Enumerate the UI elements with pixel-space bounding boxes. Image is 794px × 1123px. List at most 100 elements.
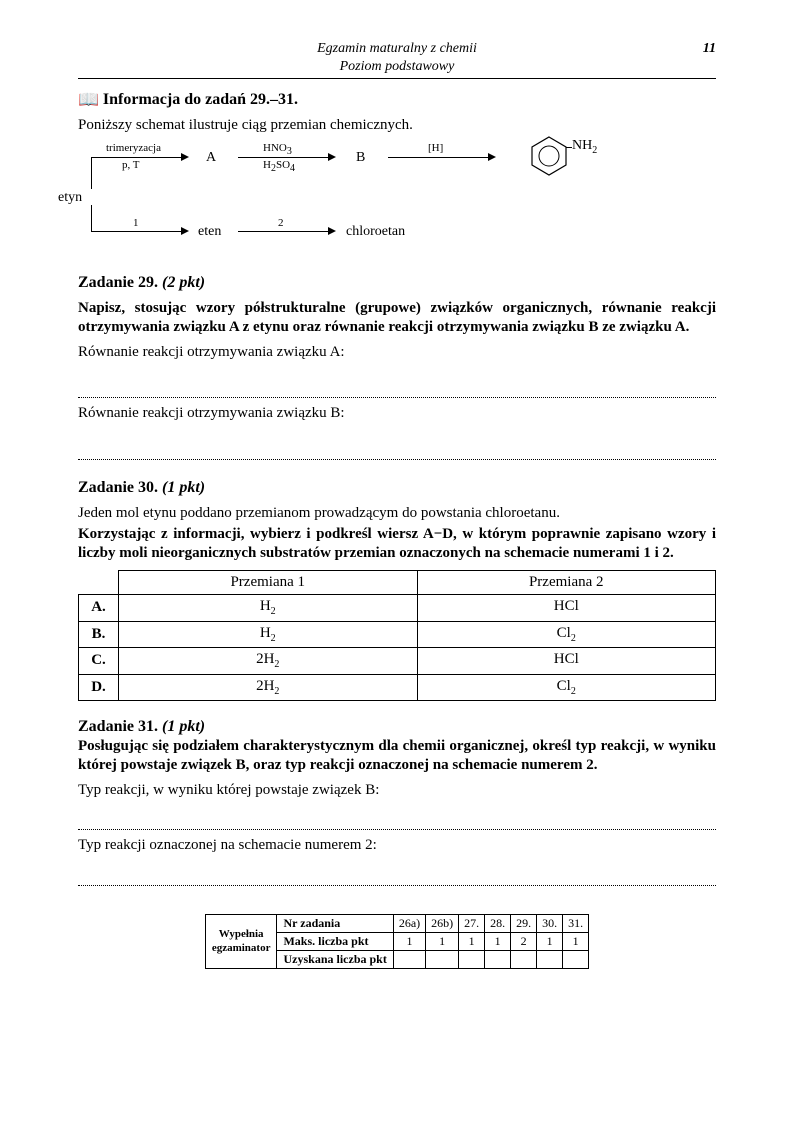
task-31-body: Posługując się podziałem charakterystycz… — [78, 737, 716, 775]
scheme-arrow — [388, 157, 488, 165]
cell: 1 — [393, 933, 425, 951]
task-30-head: Zadanie 30. (1 pkt) — [78, 478, 716, 498]
cell: Cl2 — [417, 674, 716, 701]
task-30-intro: Jeden mol etynu poddano przemianom prowa… — [78, 504, 716, 523]
arrow-label: HNO3 — [263, 142, 292, 159]
cell: H2 — [119, 621, 418, 648]
row-label: D. — [79, 674, 119, 701]
cell: 2H2 — [119, 674, 418, 701]
table-row: B. H2 Cl2 — [79, 621, 716, 648]
cell: 1 — [485, 933, 511, 951]
arrow-label: 2 — [278, 217, 284, 231]
cell: 29. — [511, 915, 537, 933]
arrowhead-icon — [328, 227, 336, 235]
cell: HCl — [417, 595, 716, 622]
node-NH2: NH2 — [572, 137, 597, 157]
node-A: A — [206, 149, 216, 167]
info-section: 📖 Informacja do zadań 29.–31. — [78, 89, 716, 110]
task-30-body: Korzystając z informacji, wybierz i podk… — [78, 525, 716, 563]
answer-space — [78, 855, 716, 885]
table-row: D. 2H2 Cl2 — [79, 674, 716, 701]
answer-space — [78, 799, 716, 829]
examiner-table: Wypełniaegzaminator Nr zadania 26a) 26b)… — [205, 914, 589, 969]
ex-row-label: Uzyskana liczba pkt — [277, 951, 393, 969]
book-icon: 📖 — [78, 90, 99, 109]
node-etyn: etyn — [58, 189, 82, 207]
arrowhead-icon — [181, 227, 189, 235]
cell: 26a) — [393, 915, 425, 933]
arrowhead-icon — [328, 153, 336, 161]
arrow-label: p, T — [122, 159, 140, 173]
cell — [563, 951, 589, 969]
arrowhead-icon — [488, 153, 496, 161]
options-table: Przemiana 1 Przemiana 2 A. H2 HCl B. H2 … — [78, 570, 716, 701]
task-31-lineA: Typ reakcji, w wyniku której powstaje zw… — [78, 781, 716, 800]
cell — [511, 951, 537, 969]
reaction-scheme: etyn trimeryzacja p, T A HNO3 H2SO4 B [H… — [78, 139, 716, 259]
ex-row-label: Nr zadania — [277, 915, 393, 933]
scheme-arrow — [238, 231, 328, 239]
cell: 30. — [537, 915, 563, 933]
dotted-line — [78, 397, 716, 398]
page-header: Egzamin maturalny z chemii Poziom podsta… — [78, 40, 716, 79]
cell: 1 — [563, 933, 589, 951]
cell: H2 — [119, 595, 418, 622]
task-31-lineB: Typ reakcji oznaczonej na schemacie nume… — [78, 836, 716, 855]
answer-space — [78, 423, 716, 459]
task-29-head: Zadanie 29. (2 pkt) — [78, 273, 716, 293]
col-header: Przemiana 1 — [119, 571, 418, 595]
table-row: A. H2 HCl — [79, 595, 716, 622]
col-header: Przemiana 2 — [417, 571, 716, 595]
node-chloroetan: chloroetan — [346, 223, 405, 241]
arrowhead-icon — [181, 153, 189, 161]
cell: HCl — [417, 648, 716, 675]
cell: 2 — [511, 933, 537, 951]
info-sub: Poniższy schemat ilustruje ciąg przemian… — [78, 116, 716, 135]
scheme-line — [566, 147, 572, 148]
info-title: Informacja do zadań 29.–31. — [103, 91, 298, 108]
arrow-label: 1 — [133, 217, 139, 231]
header-title: Egzamin maturalny z chemii — [78, 40, 716, 58]
task-29-body: Napisz, stosując wzory półstrukturalne (… — [78, 299, 716, 337]
arrow-label: [H] — [428, 142, 443, 156]
node-eten: eten — [198, 223, 221, 241]
cell — [485, 951, 511, 969]
cell: 28. — [485, 915, 511, 933]
table-header-row: Przemiana 1 Przemiana 2 — [79, 571, 716, 595]
examiner-side: Wypełniaegzaminator — [205, 915, 277, 969]
arrow-label: trimeryzacja — [106, 142, 161, 156]
scheme-line — [91, 205, 92, 231]
cell: 26b) — [426, 915, 459, 933]
dotted-line — [78, 885, 716, 886]
arrow-label: H2SO4 — [263, 159, 295, 176]
header-subtitle: Poziom podstawowy — [78, 58, 716, 76]
cell — [426, 951, 459, 969]
scheme-arrow — [91, 231, 181, 239]
table-row: Wypełniaegzaminator Nr zadania 26a) 26b)… — [205, 915, 588, 933]
cell: 2H2 — [119, 648, 418, 675]
cell — [393, 951, 425, 969]
cell: 1 — [426, 933, 459, 951]
cell: Cl2 — [417, 621, 716, 648]
cell: 31. — [563, 915, 589, 933]
dotted-line — [78, 459, 716, 460]
task-31-head: Zadanie 31. (1 pkt) — [78, 717, 716, 737]
benzene-ring-icon — [526, 133, 572, 179]
examiner-block: Wypełniaegzaminator Nr zadania 26a) 26b)… — [78, 914, 716, 969]
row-label: B. — [79, 621, 119, 648]
task-29-lineB: Równanie reakcji otrzymywania związku B: — [78, 404, 716, 423]
cell: 27. — [459, 915, 485, 933]
ex-row-label: Maks. liczba pkt — [277, 933, 393, 951]
row-label: A. — [79, 595, 119, 622]
cell — [537, 951, 563, 969]
cell: 1 — [537, 933, 563, 951]
task-29-lineA: Równanie reakcji otrzymywania związku A: — [78, 343, 716, 362]
cell — [459, 951, 485, 969]
cell: 1 — [459, 933, 485, 951]
node-B: B — [356, 149, 365, 167]
row-label: C. — [79, 648, 119, 675]
answer-space — [78, 361, 716, 397]
table-row: C. 2H2 HCl — [79, 648, 716, 675]
page-number: 11 — [703, 40, 716, 58]
dotted-line — [78, 829, 716, 830]
